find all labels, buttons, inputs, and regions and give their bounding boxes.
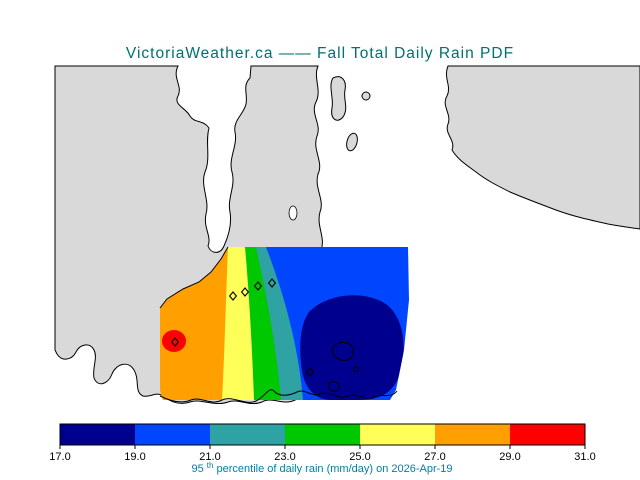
caption-superscript: th bbox=[207, 461, 214, 470]
colorbar-segment-21-23 bbox=[210, 424, 285, 445]
offshore-island-outline-3 bbox=[353, 366, 359, 372]
contour-band-17-19-minimum bbox=[300, 295, 404, 400]
colorbar-tick-label: 19.0 bbox=[124, 451, 145, 463]
colorbar: 17.0 19.0 21.0 23.0 25.0 27.0 29.0 31.0 bbox=[49, 423, 596, 463]
caption-rest: percentile of daily rain (mm/day) on 202… bbox=[217, 463, 453, 475]
coastline-south-shore bbox=[159, 389, 398, 403]
offshore-island-outline-2 bbox=[328, 381, 340, 392]
colorbar-tick-labels: 17.0 19.0 21.0 23.0 25.0 27.0 29.0 31.0 bbox=[49, 451, 595, 463]
colorbar-tick-label: 23.0 bbox=[274, 451, 295, 463]
page-title: VictoriaWeather.ca —— Fall Total Daily R… bbox=[126, 45, 514, 62]
station-marker bbox=[240, 287, 250, 297]
colorbar-segment-29-31 bbox=[510, 424, 585, 445]
colorbar-segment-19-21 bbox=[135, 424, 210, 445]
coastline-overlays bbox=[159, 246, 398, 403]
coastline-northwest-edge bbox=[159, 246, 229, 309]
colorbar-ticks bbox=[59, 445, 586, 449]
colorbar-tick-label: 21.0 bbox=[199, 451, 220, 463]
island-north-3 bbox=[361, 91, 371, 101]
caption-prefix: 95 bbox=[191, 463, 203, 475]
colorbar-tick-label: 17.0 bbox=[49, 451, 70, 463]
island-north-2 bbox=[346, 132, 358, 152]
contour-band-29-31-maximum bbox=[162, 330, 186, 352]
lake bbox=[288, 205, 298, 221]
offshore-island-outline-1 bbox=[331, 341, 354, 361]
station-marker bbox=[253, 281, 263, 291]
colorbar-tick-label: 29.0 bbox=[499, 451, 520, 463]
colorbar-tick-label: 31.0 bbox=[574, 451, 595, 463]
island-north-1 bbox=[330, 76, 347, 121]
land-mainland-northeast bbox=[444, 65, 640, 230]
station-marker bbox=[305, 367, 315, 377]
station-markers bbox=[170, 278, 315, 377]
colorbar-segment-27-29 bbox=[435, 424, 510, 445]
colorbar-tick-label: 27.0 bbox=[424, 451, 445, 463]
colorbar-border bbox=[59, 423, 586, 446]
colorbar-segment-23-25 bbox=[285, 424, 360, 445]
station-marker bbox=[170, 337, 180, 347]
colorbar-segment-25-27 bbox=[360, 424, 435, 445]
station-marker bbox=[267, 278, 277, 288]
station-marker bbox=[228, 291, 238, 301]
colorbar-segment-17-19 bbox=[60, 424, 135, 445]
colorbar-caption: 95 th percentile of daily rain (mm/day) … bbox=[191, 459, 452, 475]
colorbar-tick-label: 25.0 bbox=[349, 451, 370, 463]
